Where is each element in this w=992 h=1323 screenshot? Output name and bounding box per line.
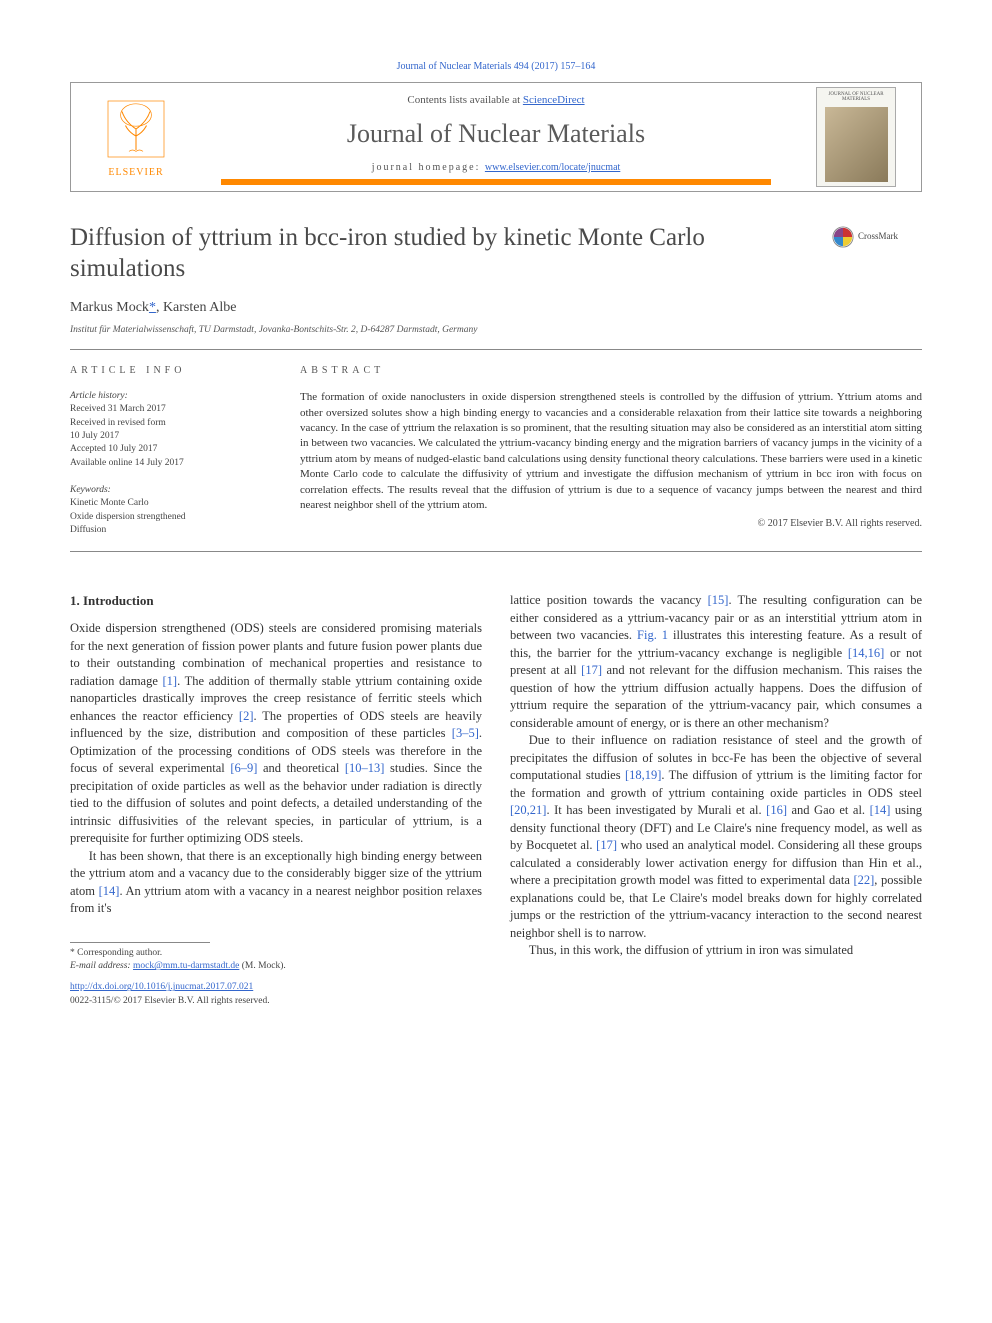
contents-prefix: Contents lists available at [407, 94, 522, 106]
body-paragraph: lattice position towards the vacancy [15… [510, 592, 922, 732]
email-suffix: (M. Mock). [239, 961, 285, 971]
keywords-head: Keywords: [70, 484, 270, 497]
intro-heading: 1. Introduction [70, 592, 482, 610]
body-paragraph: Thus, in this work, the diffusion of ytt… [510, 942, 922, 960]
left-column: 1. Introduction Oxide dispersion strengt… [70, 592, 482, 1008]
article-info-block: Article history: Received 31 March 2017 … [70, 390, 270, 537]
email-link[interactable]: mock@mm.tu-darmstadt.de [133, 961, 239, 971]
body-paragraph: Due to their influence on radiation resi… [510, 732, 922, 942]
footer-block: * Corresponding author. E-mail address: … [70, 942, 482, 1008]
contents-available-line: Contents lists available at ScienceDirec… [221, 93, 771, 108]
cover-image-placeholder [825, 107, 888, 182]
abstract-heading: ABSTRACT [300, 364, 922, 378]
doi-link[interactable]: http://dx.doi.org/10.1016/j.jnucmat.2017… [70, 981, 482, 994]
page-root: Journal of Nuclear Materials 494 (2017) … [0, 0, 992, 1048]
email-label: E-mail address: [70, 961, 133, 971]
issn-copyright: 0022-3115/© 2017 Elsevier B.V. All right… [70, 995, 482, 1008]
sciencedirect-link[interactable]: ScienceDirect [523, 94, 585, 106]
body-paragraph: It has been shown, that there is an exce… [70, 848, 482, 918]
journal-reference: Journal of Nuclear Materials 494 (2017) … [70, 60, 922, 74]
footnote-divider [70, 942, 210, 943]
abstract-column: ABSTRACT The formation of oxide nanoclus… [300, 364, 922, 537]
body-columns: 1. Introduction Oxide dispersion strengt… [70, 592, 922, 1008]
crossmark-icon [832, 226, 854, 248]
email-line: E-mail address: mock@mm.tu-darmstadt.de … [70, 960, 482, 973]
journal-name: Journal of Nuclear Materials [221, 116, 771, 152]
author-1: Markus Mock [70, 300, 149, 315]
history-line: Received 31 March 2017 [70, 403, 270, 416]
keyword: Kinetic Monte Carlo [70, 497, 270, 510]
info-abstract-row: ARTICLE INFO Article history: Received 3… [70, 364, 922, 537]
history-line: Accepted 10 July 2017 [70, 443, 270, 456]
abstract-text: The formation of oxide nanoclusters in o… [300, 390, 922, 513]
abstract-copyright: © 2017 Elsevier B.V. All rights reserved… [300, 517, 922, 531]
keyword: Diffusion [70, 524, 270, 537]
journal-homepage-line: journal homepage: www.elsevier.com/locat… [221, 161, 771, 175]
affiliation: Institut für Materialwissenschaft, TU Da… [70, 324, 922, 337]
title-block: Diffusion of yttrium in bcc-iron studied… [70, 222, 922, 285]
journal-header: ELSEVIER Contents lists available at Sci… [70, 82, 922, 192]
history-line: Received in revised form [70, 417, 270, 430]
journal-cover-thumbnail: JOURNAL OF NUCLEAR MATERIALS [816, 87, 896, 187]
corresponding-marker[interactable]: * [149, 300, 156, 315]
cover-title: JOURNAL OF NUCLEAR MATERIALS [821, 92, 891, 103]
accent-bar [221, 179, 771, 185]
elsevier-label: ELSEVIER [108, 166, 163, 180]
history-line: 10 July 2017 [70, 430, 270, 443]
divider-top [70, 349, 922, 350]
crossmark-label: CrossMark [858, 230, 898, 243]
right-column: lattice position towards the vacancy [15… [510, 592, 922, 1008]
journal-cover: JOURNAL OF NUCLEAR MATERIALS [801, 93, 911, 181]
journal-homepage-link[interactable]: www.elsevier.com/locate/jnucmat [485, 162, 620, 173]
homepage-prefix: journal homepage: [372, 162, 485, 173]
article-info-heading: ARTICLE INFO [70, 364, 270, 378]
article-title: Diffusion of yttrium in bcc-iron studied… [70, 222, 922, 285]
keyword: Oxide dispersion strengthened [70, 511, 270, 524]
authors-line: Markus Mock*, Karsten Albe [70, 298, 922, 318]
divider-bottom [70, 551, 922, 552]
history-line: Available online 14 July 2017 [70, 457, 270, 470]
crossmark-badge[interactable]: CrossMark [832, 226, 922, 248]
article-info-column: ARTICLE INFO Article history: Received 3… [70, 364, 270, 537]
history-head: Article history: [70, 390, 270, 403]
elsevier-tree-icon [101, 94, 171, 164]
body-paragraph: Oxide dispersion strengthened (ODS) stee… [70, 620, 482, 848]
corresponding-author-label: * Corresponding author. [70, 947, 482, 960]
elsevier-logo: ELSEVIER [81, 93, 191, 181]
author-2: , Karsten Albe [156, 300, 236, 315]
